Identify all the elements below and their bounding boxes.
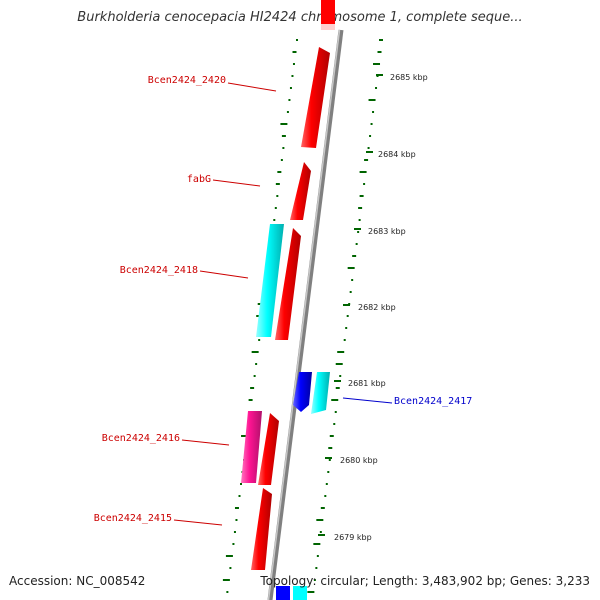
kbp-tick-2685: 2685 kbp [390,73,428,82]
gene-label-bcen2424-2416: Bcen2424_2416 [102,433,180,444]
chromosome-backbone [267,29,344,600]
kbp-tick-2680: 2680 kbp [340,456,378,465]
kbp-tick-2679: 2679 kbp [334,533,372,542]
cds-bottom-blue [276,586,290,600]
cds-top-fade [321,24,335,30]
map-title: Burkholderia cenocepacia HI2424 chromoso… [77,10,523,25]
topology-summary: Topology: circular; Length: 3,483,902 bp… [260,574,590,588]
cds-red-2418-region [275,228,301,340]
cds-fabg [290,162,311,220]
kbp-tick-2684: 2684 kbp [378,150,416,159]
gc-content-track-right [307,39,383,593]
accession-text: Accession: NC_008542 [9,574,146,588]
gene-label-bcen2424-2415: Bcen2424_2415 [94,513,172,524]
gene-label-bcen2424-2420: Bcen2424_2420 [148,75,226,86]
cds-bcen2424-2417 [311,372,330,414]
gene-label-fabg: fabG [187,174,211,185]
cds-blue-2417-region [293,372,312,412]
cds-red-2416-region [258,413,279,485]
kbp-tick-2681: 2681 kbp [348,379,386,388]
gene-label-bcen2424-2418: Bcen2424_2418 [120,265,198,276]
cds-top-partial [321,0,335,24]
cds-bcen2424-2416 [241,411,262,483]
kbp-tick-2683: 2683 kbp [368,227,406,236]
gene-label-bcen2424-2417: Bcen2424_2417 [394,396,472,407]
cds-bcen2424-2418 [256,224,284,337]
cds-bottom-cyan [293,586,307,600]
cds-bcen2424-2420 [301,47,330,148]
cds-bcen2424-2415 [251,488,272,570]
kbp-tick-2682: 2682 kbp [358,303,396,312]
